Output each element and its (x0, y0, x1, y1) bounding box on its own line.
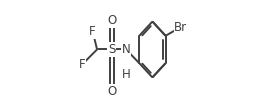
Text: S: S (108, 43, 116, 56)
Text: H: H (122, 68, 130, 81)
Text: O: O (107, 14, 116, 27)
Text: N: N (122, 43, 130, 56)
Text: O: O (107, 85, 116, 98)
Text: F: F (79, 58, 86, 71)
Text: F: F (89, 25, 96, 38)
Text: Br: Br (174, 21, 187, 34)
